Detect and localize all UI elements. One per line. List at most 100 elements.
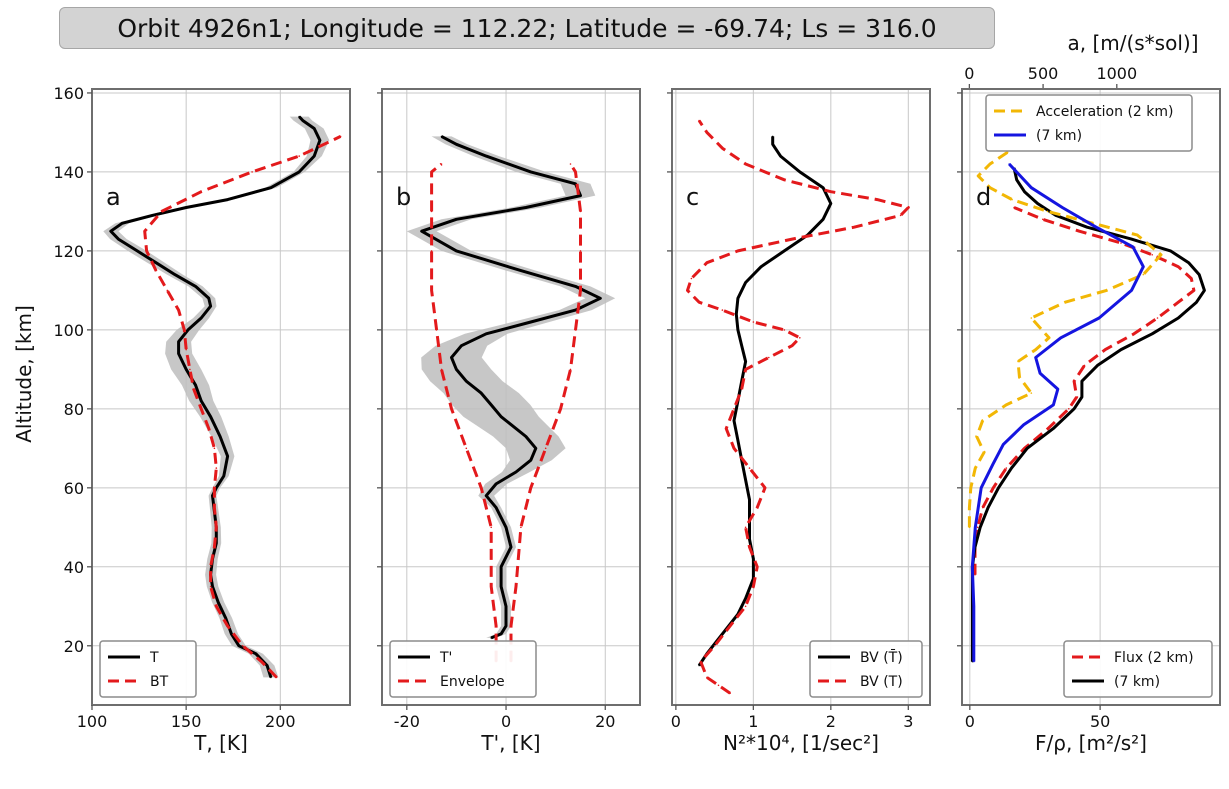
series-b-2-point — [520, 526, 522, 529]
series-b-1-point — [490, 526, 493, 529]
legend-label: Acceleration (2 km) — [1036, 104, 1173, 120]
x-tick-label: -20 — [394, 712, 420, 731]
top-x-tick-label: 500 — [1028, 64, 1059, 83]
series-c-1-point — [744, 605, 747, 608]
x-axis-label: T, [K] — [193, 731, 248, 755]
legend-label: Envelope — [440, 674, 505, 690]
series-c-1-point — [899, 214, 902, 217]
series-c-1-point — [721, 309, 724, 311]
series-b-1-line — [430, 162, 498, 662]
legend-box — [1063, 640, 1213, 698]
x-axis-label: F/ρ, [m²/s²] — [1035, 731, 1147, 755]
panel-b: -20 0 20 T', [K] b T' Envelope — [377, 88, 641, 755]
top-x-tick-label: 1000 — [1096, 64, 1137, 83]
top-x-tick-label: 0 — [964, 64, 974, 83]
series-c-1-point — [748, 467, 751, 469]
legend-label: BT — [150, 674, 169, 690]
series-d-top-0-point — [1142, 273, 1145, 276]
series-d-top-1-line — [970, 162, 1145, 662]
series-d-0-point — [1120, 242, 1122, 244]
series-c-1-point — [713, 645, 716, 647]
series-a-1-point — [298, 155, 301, 157]
series-c-1-point — [783, 329, 786, 331]
series-c-1-point — [752, 321, 755, 323]
plot-frame — [91, 88, 351, 706]
series-d-0-line — [973, 206, 1196, 575]
series-a-1-line — [143, 135, 342, 679]
series-b-uncertainty-band — [406, 136, 616, 638]
panel-a: 100 150 200 T, [K] 20 40 60 80 100 120 140 160 a T BT — [53, 84, 351, 755]
legend-box — [99, 640, 197, 698]
series-c-1-point — [744, 526, 747, 529]
panel-label: c — [686, 183, 699, 211]
legend-box — [985, 94, 1193, 152]
legend: Flux (2 km) (7 km) — [1063, 640, 1213, 698]
legend: T BT — [99, 640, 197, 698]
plot-frame — [961, 88, 1221, 706]
legend: Acceleration (2 km) (7 km) — [985, 94, 1193, 152]
panel-d: 0 500 1000 a, [m/(s*sol)] 0 50F/ρ, [m²/s²] d Ac… — [957, 31, 1221, 755]
panel-c: 0 1 2 3 N²*10⁴, [1/sec²] c BV (T̄) BV (T) — [667, 88, 931, 755]
y-axis-label: Altitude, [km] — [12, 305, 36, 443]
series-d-top-0-line — [967, 150, 1163, 528]
series-b-2-point — [544, 447, 547, 450]
series-d-0-point — [1042, 218, 1044, 221]
series-b-1-point — [465, 447, 468, 450]
series-c-0-line — [697, 136, 833, 667]
panel-label: a — [106, 183, 121, 211]
y-tick-label: 140 — [53, 163, 84, 182]
series-d-0-point — [1156, 317, 1159, 319]
series-c-1-point — [733, 408, 735, 410]
x-tick-label: 0 — [965, 712, 975, 731]
legend-box — [389, 640, 537, 698]
series-b-2-point — [569, 368, 572, 371]
series-d-0-point — [1151, 254, 1153, 256]
series-d-0-point — [976, 526, 979, 529]
series-d-top-0-point — [1046, 210, 1049, 213]
x-tick-label: 0 — [671, 712, 681, 731]
series-c-1-point — [717, 684, 720, 687]
legend-label: T — [149, 650, 159, 666]
series-d-1-line — [970, 167, 1206, 662]
series-c-1-point — [768, 356, 770, 359]
legend: T' Envelope — [389, 640, 537, 698]
legend-label: BV (T) — [860, 674, 903, 690]
series-a-1-point — [215, 467, 218, 469]
y-tick-label: 160 — [53, 84, 84, 103]
x-axis-label: T', [K] — [480, 731, 540, 755]
series-d-0-point — [1005, 467, 1008, 469]
x-axis-label: N²*10⁴, [1/sec²] — [723, 731, 879, 755]
series-a-1-point — [241, 645, 244, 647]
x-tick-label: 2 — [826, 712, 836, 731]
legend-label: BV (T̄) — [860, 648, 903, 666]
series-a-1-point — [185, 348, 187, 351]
plot-frame — [671, 88, 931, 706]
series-a-1-point — [209, 585, 212, 588]
series-a-uncertainty-band — [103, 116, 330, 678]
chart-title: Orbit 4926n1; Longitude = 112.22; Latitu… — [59, 7, 995, 49]
x-tick-label: 100 — [77, 712, 108, 731]
y-tick-label: 20 — [64, 637, 84, 656]
x-tick-label: 0 — [501, 712, 511, 731]
legend-box — [809, 640, 923, 698]
plot-frame — [381, 88, 641, 706]
series-c-1-point — [690, 277, 693, 280]
series-b-1-point — [430, 250, 433, 252]
series-b-2-point — [569, 163, 572, 165]
series-a-1-point — [213, 447, 216, 450]
x-tick-label: 3 — [903, 712, 913, 731]
y-tick-label: 100 — [53, 321, 84, 340]
y-tick-label: 40 — [64, 558, 84, 577]
y-tick-label: 60 — [64, 479, 84, 498]
series-a-1-point — [166, 289, 169, 292]
legend-label: (7 km) — [1114, 674, 1160, 690]
series-c-1-line — [686, 119, 910, 695]
series-b-0-line — [420, 135, 602, 640]
y-tick-label: 120 — [53, 242, 84, 261]
legend-label: (7 km) — [1036, 128, 1082, 144]
top-x-axis-label: a, [m/(s*sol)] — [1067, 31, 1198, 55]
legend-label: T' — [439, 650, 452, 666]
x-tick-label: 150 — [171, 712, 202, 731]
series-b-2-line — [509, 163, 582, 662]
